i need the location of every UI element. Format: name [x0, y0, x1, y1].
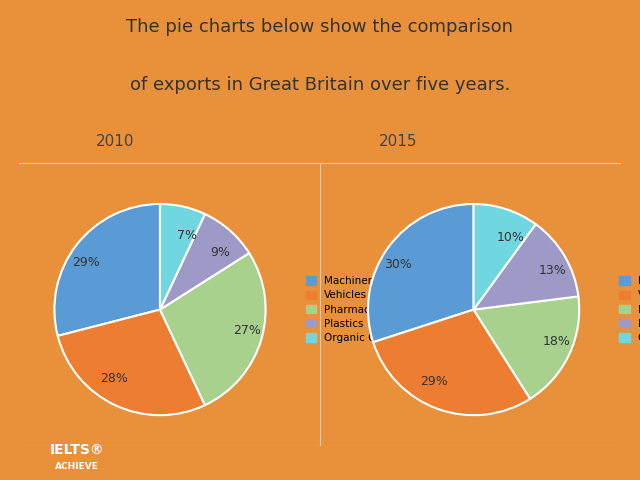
Text: 2010: 2010 — [96, 134, 134, 149]
Wedge shape — [160, 204, 205, 310]
Wedge shape — [373, 310, 530, 415]
Text: 27%: 27% — [233, 324, 261, 337]
Text: ACHIEVE: ACHIEVE — [55, 462, 99, 471]
Wedge shape — [474, 296, 579, 399]
Text: 13%: 13% — [539, 264, 567, 277]
Wedge shape — [474, 204, 536, 310]
Text: 29%: 29% — [72, 256, 100, 269]
Wedge shape — [58, 310, 205, 415]
Text: 10%: 10% — [497, 231, 525, 244]
Wedge shape — [54, 204, 160, 336]
Legend: Machinery, Vehicles, Pharmaceuticals, Plastics, Organic Chemicals: Machinery, Vehicles, Pharmaceuticals, Pl… — [303, 273, 426, 346]
Text: 18%: 18% — [542, 336, 570, 348]
Text: 7%: 7% — [177, 229, 196, 242]
Text: IELTS®: IELTS® — [49, 443, 104, 457]
Text: 30%: 30% — [384, 258, 412, 271]
Text: 29%: 29% — [420, 374, 448, 388]
Wedge shape — [368, 204, 474, 342]
Wedge shape — [160, 253, 266, 405]
Text: 9%: 9% — [211, 246, 230, 259]
Wedge shape — [474, 224, 579, 310]
Text: The pie charts below show the comparison: The pie charts below show the comparison — [127, 18, 513, 36]
Text: of exports in Great Britain over five years.: of exports in Great Britain over five ye… — [130, 76, 510, 94]
Text: 28%: 28% — [100, 372, 127, 385]
Legend: Machinery, Vehicles, Pharmaceuticals, Plastics, Organic Chemicals: Machinery, Vehicles, Pharmaceuticals, Pl… — [616, 273, 640, 346]
Text: 2015: 2015 — [379, 134, 417, 149]
Wedge shape — [160, 214, 249, 310]
